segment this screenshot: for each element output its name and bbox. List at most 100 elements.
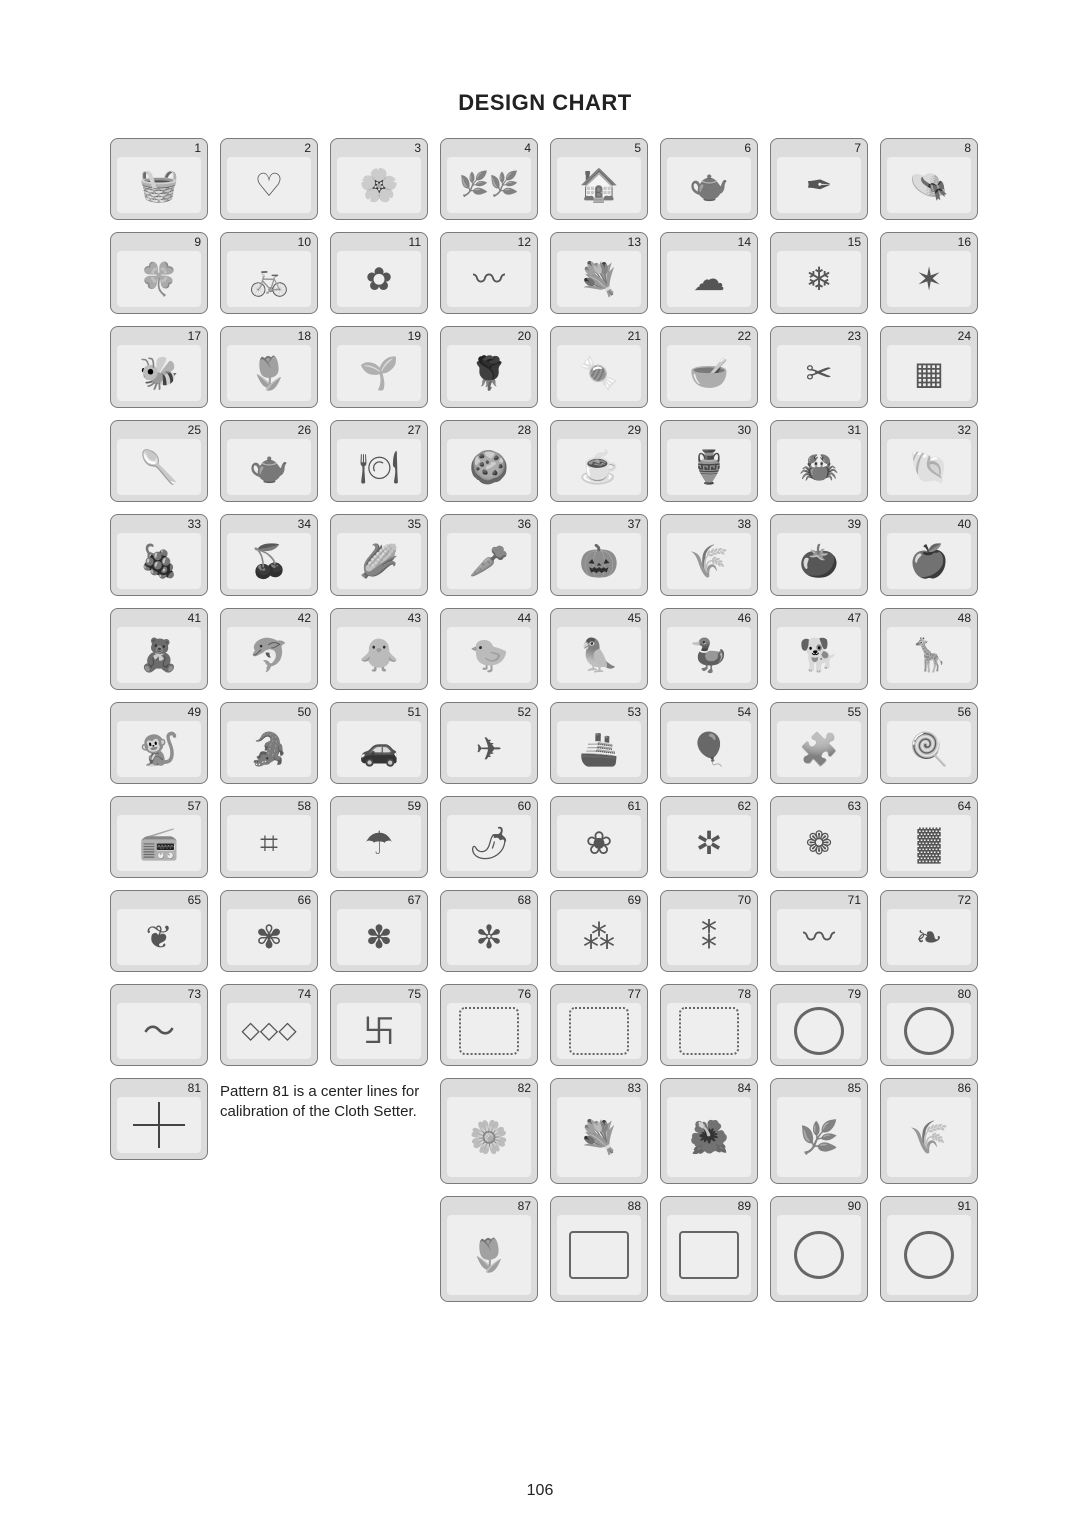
design-glyph: 🐝 xyxy=(139,357,179,389)
design-cell-36: 36🥕 xyxy=(440,514,538,596)
design-thumb xyxy=(777,1215,861,1295)
design-glyph: 🫖 xyxy=(689,169,729,201)
design-glyph: ▦ xyxy=(914,357,944,389)
cell-number: 4 xyxy=(524,141,531,155)
design-cell-58: 58⌗ xyxy=(220,796,318,878)
design-glyph: 🍭 xyxy=(909,733,949,765)
cell-number: 65 xyxy=(188,893,201,907)
design-cell-81: 81 xyxy=(110,1078,208,1160)
cell-number: 13 xyxy=(628,235,641,249)
design-glyph: 🐤 xyxy=(469,639,509,671)
design-thumb: 🐝 xyxy=(117,345,201,401)
cell-number: 80 xyxy=(958,987,971,1001)
cell-number: 30 xyxy=(738,423,751,437)
design-cell-56: 56🍭 xyxy=(880,702,978,784)
design-thumb: 🌼 xyxy=(447,1097,531,1177)
cell-number: 74 xyxy=(298,987,311,1001)
design-cell-55: 55🧩 xyxy=(770,702,868,784)
design-cell-86: 86🌾 xyxy=(880,1078,978,1184)
design-thumb: 🍽 xyxy=(337,439,421,495)
design-glyph: ❄ xyxy=(806,263,833,295)
design-cell-30: 30🏺 xyxy=(660,420,758,502)
cell-number: 61 xyxy=(628,799,641,813)
design-thumb: 💐 xyxy=(557,1097,641,1177)
cell-number: 12 xyxy=(518,235,531,249)
design-cell-1: 1🧺 xyxy=(110,138,208,220)
design-glyph: 🌸 xyxy=(359,169,399,201)
design-glyph: ❀ xyxy=(586,827,613,859)
empty-slot xyxy=(330,1196,428,1302)
design-glyph: 🚗 xyxy=(359,733,399,765)
design-thumb: 🦆 xyxy=(667,627,751,683)
design-cell-42: 42🐬 xyxy=(220,608,318,690)
design-cell-66: 66✾ xyxy=(220,890,318,972)
cell-number: 16 xyxy=(958,235,971,249)
cell-number: 68 xyxy=(518,893,531,907)
design-cell-73: 73〜 xyxy=(110,984,208,1066)
design-cell-27: 27🍽 xyxy=(330,420,428,502)
design-thumb: 🎈 xyxy=(667,721,751,777)
design-thumb: 🫖 xyxy=(667,157,751,213)
design-thumb: 🍭 xyxy=(887,721,971,777)
cell-number: 22 xyxy=(738,329,751,343)
cell-number: 81 xyxy=(188,1081,201,1095)
design-thumb: ✽ xyxy=(337,909,421,965)
design-cell-40: 40🍎 xyxy=(880,514,978,596)
design-glyph: 🥕 xyxy=(469,545,509,577)
design-cell-62: 62✲ xyxy=(660,796,758,878)
design-thumb: 🍀 xyxy=(117,251,201,307)
cell-number: 44 xyxy=(518,611,531,625)
design-thumb: ❀ xyxy=(557,815,641,871)
design-thumb: ✂ xyxy=(777,345,861,401)
cell-number: 70 xyxy=(738,893,751,907)
design-cell-49: 49🐒 xyxy=(110,702,208,784)
design-thumb: ☁ xyxy=(667,251,751,307)
design-glyph: 🌾 xyxy=(689,545,729,577)
cell-number: 53 xyxy=(628,705,641,719)
design-cell-72: 72❧ xyxy=(880,890,978,972)
design-thumb: ▦ xyxy=(887,345,971,401)
design-glyph: 🦀 xyxy=(799,451,839,483)
design-glyph: ⁂ xyxy=(583,921,615,953)
design-thumb: ⁂ xyxy=(557,909,641,965)
cell-number: 41 xyxy=(188,611,201,625)
design-chart-page: DESIGN CHART 1🧺2♡3🌸4🌿🌿5🏠6🫖7✒8👒9🍀10🚲11✿12… xyxy=(110,90,980,1302)
design-glyph: 🌱 xyxy=(359,357,399,389)
design-glyph: ✂ xyxy=(806,357,833,389)
design-glyph: ✼ xyxy=(476,921,503,953)
design-glyph: 🦒 xyxy=(909,639,949,671)
design-cell-5: 5🏠 xyxy=(550,138,648,220)
design-glyph: 〰 xyxy=(803,921,835,953)
design-thumb: 🥄 xyxy=(117,439,201,495)
design-cell-11: 11✿ xyxy=(330,232,428,314)
design-thumb: 🐒 xyxy=(117,721,201,777)
design-cell-65: 65❦ xyxy=(110,890,208,972)
design-thumb xyxy=(887,1003,971,1059)
design-thumb: 🧩 xyxy=(777,721,861,777)
design-cell-13: 13💐 xyxy=(550,232,648,314)
cell-number: 83 xyxy=(628,1081,641,1095)
design-cell-33: 33🍇 xyxy=(110,514,208,596)
design-thumb: 🥕 xyxy=(447,533,531,589)
design-glyph: 🦜 xyxy=(579,639,619,671)
design-thumb: 🐕 xyxy=(777,627,861,683)
design-thumb: ▓ xyxy=(887,815,971,871)
design-thumb: 🌷 xyxy=(227,345,311,401)
design-glyph: 🧺 xyxy=(139,169,179,201)
design-glyph: ⌗ xyxy=(260,827,278,859)
design-thumb: ♡ xyxy=(227,157,311,213)
design-cell-4: 4🌿🌿 xyxy=(440,138,538,220)
page-title: DESIGN CHART xyxy=(110,90,980,116)
cell-number: 2 xyxy=(304,141,311,155)
design-glyph: ✲ xyxy=(696,827,723,859)
design-glyph: 〜 xyxy=(143,1015,175,1047)
cell-number: 75 xyxy=(408,987,421,1001)
design-cell-29: 29☕ xyxy=(550,420,648,502)
cell-number: 40 xyxy=(958,517,971,531)
design-thumb: 🚢 xyxy=(557,721,641,777)
design-thumb xyxy=(557,1215,641,1295)
design-cell-80: 80 xyxy=(880,984,978,1066)
design-glyph: 📻 xyxy=(139,827,179,859)
design-thumb: 🦀 xyxy=(777,439,861,495)
design-thumb: ☕ xyxy=(557,439,641,495)
